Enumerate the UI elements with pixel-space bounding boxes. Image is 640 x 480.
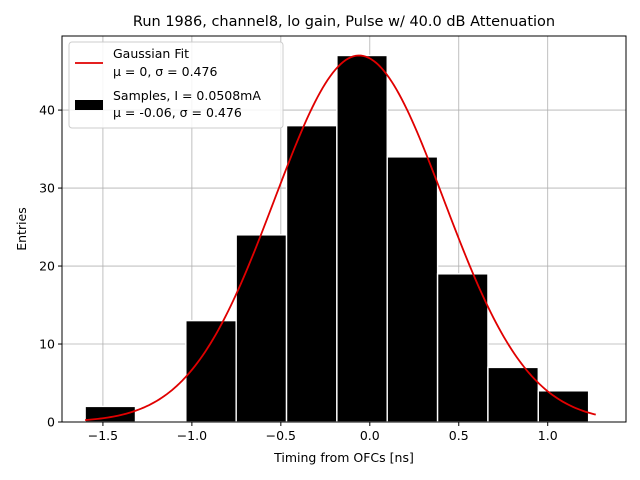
y-tick-label: 10 — [39, 337, 55, 352]
histogram-bar — [336, 54, 388, 423]
x-tick-label: 0.0 — [360, 428, 380, 443]
legend-samples-params: μ = -0.06, σ = 0.476 — [113, 105, 242, 120]
histogram-bar — [386, 156, 439, 423]
histogram-bar — [487, 366, 539, 423]
histogram-bar — [537, 390, 590, 423]
histogram-bar — [285, 124, 338, 423]
legend-samples-label: Samples, I = 0.0508mA — [113, 88, 261, 103]
y-tick-label: 20 — [39, 259, 55, 274]
y-axis-label: Entries — [14, 207, 29, 251]
y-axis-ticks: 0 10 20 30 40 — [39, 103, 62, 430]
histogram-bar — [436, 273, 489, 423]
y-tick-label: 30 — [39, 181, 55, 196]
gaussian-fit-curve — [85, 54, 596, 421]
x-tick-label: 0.5 — [449, 428, 469, 443]
x-tick-label: −0.5 — [266, 428, 296, 443]
histogram-bar — [185, 319, 237, 423]
chart-title: Run 1986, channel8, lo gain, Pulse w/ 40… — [133, 14, 555, 30]
plot-frame — [61, 35, 627, 423]
legend-box — [68, 41, 284, 129]
legend-fit-params: μ = 0, σ = 0.476 — [113, 64, 217, 79]
histogram-bars — [84, 54, 590, 423]
legend: Gaussian Fit μ = 0, σ = 0.476 Samples, I… — [68, 41, 284, 129]
legend-fit-label: Gaussian Fit — [113, 46, 189, 61]
legend-patch-swatch — [75, 100, 103, 110]
x-axis-ticks: −1.5 −1.0 −0.5 0.0 0.5 1.0 — [88, 422, 558, 443]
x-axis-label: Timing from OFCs [ns] — [273, 450, 414, 465]
x-tick-label: −1.0 — [177, 428, 207, 443]
fit-curve-layer — [85, 54, 596, 421]
y-tick-label: 40 — [39, 103, 55, 118]
histogram-bar — [235, 234, 288, 423]
x-tick-label: 1.0 — [538, 428, 558, 443]
x-tick-label: −1.5 — [88, 428, 118, 443]
y-tick-label: 0 — [47, 415, 55, 430]
